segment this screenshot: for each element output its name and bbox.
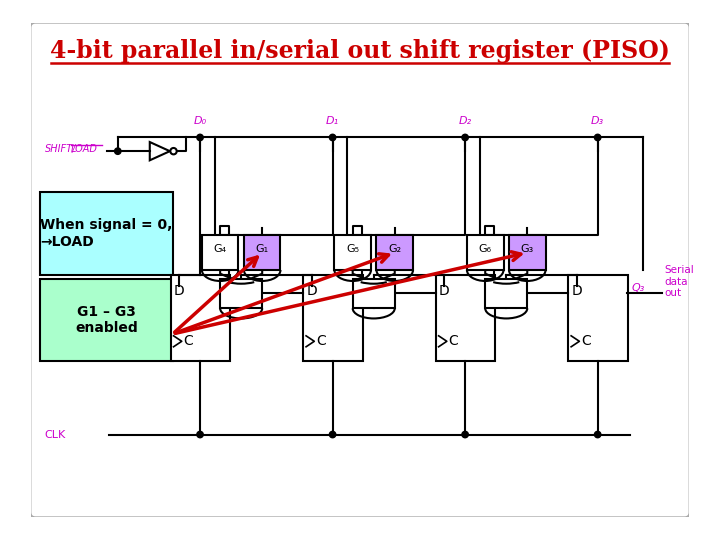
Text: D₁: D₁	[326, 117, 339, 126]
Circle shape	[197, 431, 203, 438]
Text: Q₃: Q₃	[631, 284, 644, 293]
Bar	[40, 192, 173, 274]
Text: D₂: D₂	[459, 117, 472, 126]
FancyBboxPatch shape	[30, 22, 690, 518]
Text: CLK: CLK	[45, 429, 66, 440]
Circle shape	[462, 431, 468, 438]
Bar	[485, 279, 527, 308]
Text: G1 – G3
enabled: G1 – G3 enabled	[75, 305, 138, 335]
Text: Q₁: Q₁	[366, 284, 379, 293]
Circle shape	[329, 134, 336, 140]
Bar	[202, 235, 238, 270]
Circle shape	[114, 148, 121, 154]
Circle shape	[595, 431, 601, 438]
Circle shape	[197, 134, 203, 140]
Bar	[377, 235, 413, 270]
Bar	[509, 235, 546, 270]
Text: Q₂: Q₂	[499, 284, 512, 293]
Text: G₄: G₄	[214, 244, 227, 254]
Text: D: D	[306, 284, 317, 298]
Bar	[467, 235, 503, 270]
Text: D₃: D₃	[591, 117, 604, 126]
Bar	[303, 274, 363, 361]
Text: LOAD: LOAD	[71, 144, 98, 154]
Text: G₅: G₅	[346, 244, 359, 254]
Text: D: D	[174, 284, 184, 298]
Text: G₂: G₂	[388, 244, 401, 254]
Text: Q₀: Q₀	[234, 284, 247, 293]
Text: C: C	[581, 334, 591, 348]
Bar	[353, 279, 395, 308]
Bar	[244, 235, 281, 270]
Bar	[40, 279, 173, 361]
Text: G₆: G₆	[479, 244, 492, 254]
Text: When signal = 0,
→LOAD: When signal = 0, →LOAD	[40, 218, 173, 248]
Circle shape	[462, 134, 468, 140]
Text: G₁: G₁	[256, 244, 269, 254]
Bar	[334, 235, 371, 270]
Text: Serial
data
out: Serial data out	[665, 265, 694, 299]
Circle shape	[329, 431, 336, 438]
Text: D: D	[438, 284, 449, 298]
Bar	[568, 274, 628, 361]
Text: C: C	[449, 334, 459, 348]
Text: C: C	[316, 334, 326, 348]
Bar	[436, 274, 495, 361]
Text: D: D	[571, 284, 582, 298]
Bar	[220, 279, 262, 308]
Text: G₃: G₃	[521, 244, 534, 254]
Text: D₀: D₀	[194, 117, 207, 126]
Text: 4-bit parallel in/serial out shift register (PISO): 4-bit parallel in/serial out shift regis…	[50, 39, 670, 63]
Text: C: C	[184, 334, 194, 348]
Bar	[171, 274, 230, 361]
Text: SHIFT/: SHIFT/	[45, 144, 76, 154]
Circle shape	[595, 134, 601, 140]
